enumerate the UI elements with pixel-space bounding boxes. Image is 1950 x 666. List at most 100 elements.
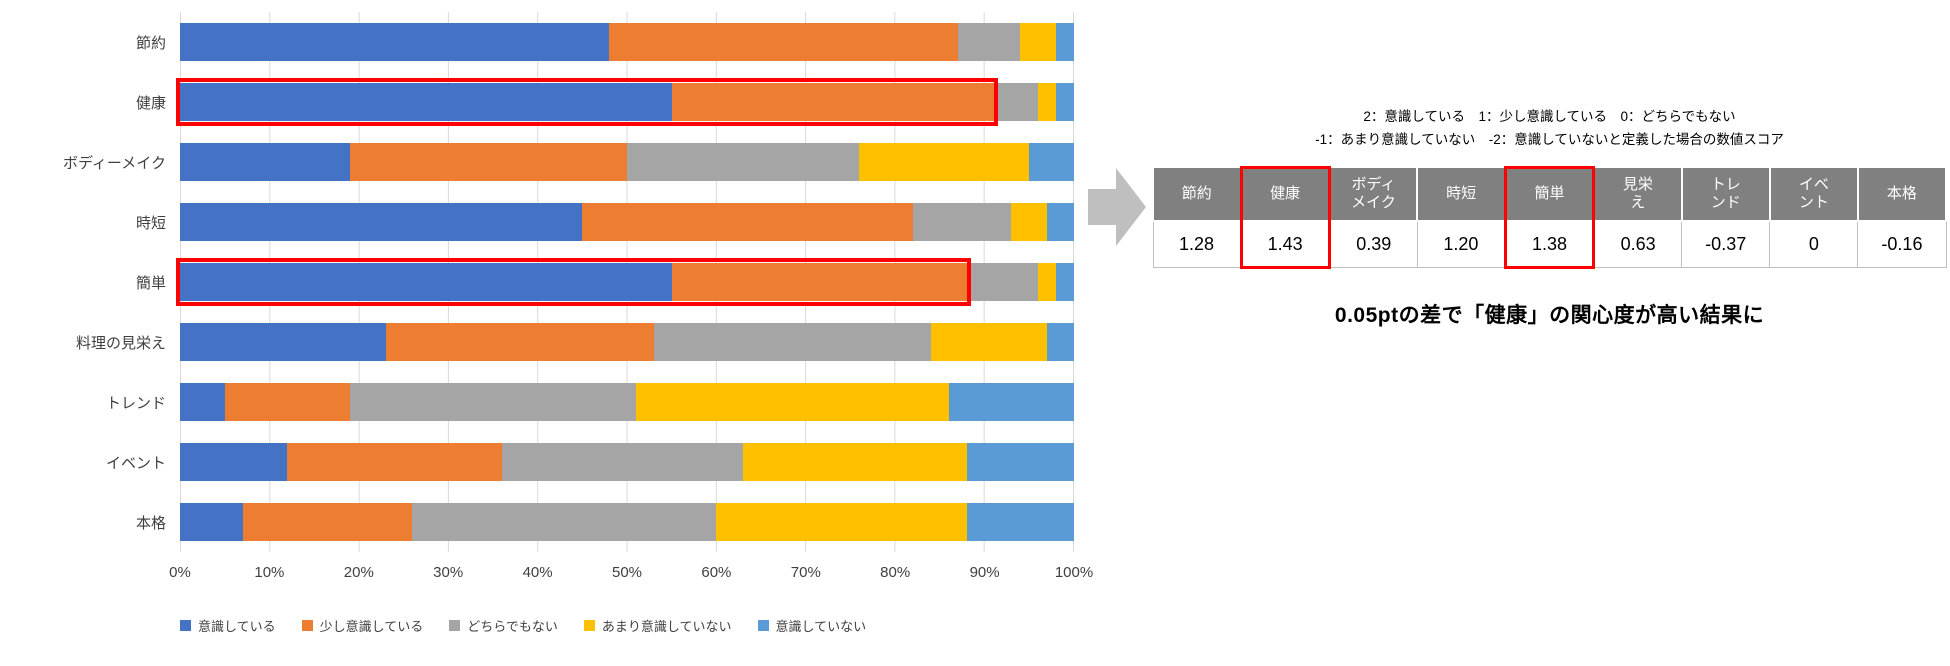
bar-segment: [242, 503, 413, 541]
x-axis-tick: 90%: [969, 564, 1000, 581]
table-header-cell: 節約: [1151, 166, 1243, 223]
bar-track: [180, 23, 1074, 61]
chart-row: イベント: [30, 432, 1090, 492]
category-label: 簡単: [135, 274, 166, 292]
bar-segment: [993, 83, 1039, 121]
bar-track: [180, 323, 1074, 361]
legend-item: 意識している: [180, 616, 276, 635]
bar-segment: [412, 503, 717, 541]
bar-segment: [966, 503, 1074, 541]
x-axis: 0% 10% 20% 30% 40% 50% 60% 70% 80% 90% 100%: [169, 560, 1093, 590]
bar-segment: [1056, 83, 1074, 121]
chart-row: 時短: [30, 192, 1090, 252]
category-label: トレンド: [105, 394, 166, 412]
x-axis-tick: 50%: [611, 564, 643, 581]
table-header-cell: 本格: [1856, 166, 1948, 223]
bar-segment: [859, 143, 1030, 181]
bar-segment: [349, 143, 627, 181]
score-definition-line2: -1：あまり意識していない -2：意識していないと定義した場合の数値スコア: [1315, 131, 1784, 147]
bar-track: [176, 258, 1074, 306]
bar-segment: [180, 383, 225, 421]
chart-row: トレンド: [30, 372, 1090, 432]
bar-segment: [180, 83, 672, 121]
x-axis-tick: 80%: [880, 564, 911, 581]
right-arrow-icon: [1088, 168, 1146, 246]
legend-swatch-icon: [301, 620, 313, 631]
chart-row: ボディーメイク: [30, 132, 1090, 192]
bar-segment: [1038, 83, 1057, 121]
bar-segment: [635, 383, 949, 421]
legend-label: どちらでもない: [467, 619, 558, 634]
chart-legend: 意識している 少し意識している どちらでもない あまり意識していない 意識していない: [180, 616, 1090, 635]
table-value-row: 1.28 1.43 0.39 1.20 1.38 0.63 -0.37 0 -0.16: [1152, 220, 1947, 269]
legend-item: どちらでもない: [449, 616, 558, 635]
bar-segment: [582, 203, 914, 241]
x-axis-tick: 100%: [1054, 564, 1094, 581]
table-value-cell: 1.38: [1503, 220, 1596, 269]
legend-item: あまり意識していない: [583, 616, 732, 635]
bar-track: [180, 383, 1074, 421]
x-axis-tick: 20%: [343, 564, 374, 581]
score-table: 節約 健康 ボディ メイク 時短 簡単 見栄 えトレ ンド イベ ント 本格 1.28 1.43 0…: [1151, 165, 1948, 269]
bar-segment: [948, 383, 1074, 421]
conclusion-text: 0.05ptの差で「健康」の関心度が高い結果に: [1334, 303, 1765, 327]
bar-segment: [180, 503, 243, 541]
x-axis-tick: 30%: [433, 564, 464, 581]
bar-track: [176, 78, 1074, 126]
table-header-row: 節約 健康 ボディ メイク 時短 簡単 見栄 えトレ ンド イベ ント 本格: [1151, 165, 1948, 223]
x-axis-tick: 40%: [522, 564, 553, 581]
stacked-bar-chart: 節約 健康 ボディーメイク 時短 簡単 料理の見栄え トレンド イベント 本格 0% 10% 20%…: [30, 12, 1093, 635]
legend-label: 少し意識している: [319, 619, 424, 634]
x-axis-tick: 70%: [790, 564, 821, 581]
chart-row: 料理の見栄え: [30, 312, 1090, 372]
legend-swatch-icon: [180, 620, 191, 631]
bar-segment: [913, 203, 1012, 241]
legend-item: 意識していない: [757, 616, 866, 635]
bar-segment: [626, 143, 860, 181]
category-label: イベント: [105, 454, 166, 472]
score-definition-note: 2：意識している 1：少し意識している 0：どちらでもない -1：あまり意識して…: [1152, 106, 1947, 152]
table-header-cell: ボディ メイク: [1328, 166, 1419, 223]
chart-row: 本格: [30, 492, 1090, 552]
bar-segment: [180, 143, 350, 181]
bar-segment: [609, 23, 958, 61]
table-header-cell: イベ ント: [1768, 166, 1859, 223]
bar-segment: [1056, 263, 1074, 301]
legend-swatch-icon: [757, 620, 769, 631]
bar-segment: [1038, 263, 1057, 301]
bar-segment: [1056, 23, 1074, 61]
bar-segment: [1011, 203, 1048, 241]
bar-segment: [287, 443, 502, 481]
bar-segment: [1029, 143, 1074, 181]
table-header-cell: 健康: [1239, 165, 1331, 223]
bar-track: [180, 443, 1074, 481]
table-value-cell: -0.37: [1681, 220, 1771, 268]
table-value-cell: 1.20: [1416, 220, 1506, 268]
bar-segment: [180, 23, 610, 61]
bar-segment: [966, 443, 1074, 481]
legend-label: あまり意識していない: [601, 619, 732, 634]
x-axis-tick: 0%: [169, 564, 191, 581]
legend-item: 少し意識している: [301, 616, 424, 635]
arrow-stem: [1088, 189, 1116, 225]
table-header-cell: 簡単: [1503, 165, 1596, 223]
bar-segment: [653, 323, 931, 361]
chart-row: 健康: [30, 72, 1090, 132]
arrow-head: [1116, 168, 1146, 246]
table-value-cell: 1.28: [1152, 220, 1242, 268]
table-value-cell: -0.16: [1857, 220, 1947, 268]
bar-segment: [957, 23, 1021, 61]
bar-segment: [501, 443, 744, 481]
table-header-cell: 見栄 え: [1592, 166, 1683, 223]
bar-track: [180, 143, 1074, 181]
bar-segment: [180, 263, 672, 301]
bar-segment: [180, 443, 288, 481]
legend-label: 意識している: [198, 619, 276, 634]
bar-track: [180, 503, 1074, 541]
bar-segment: [966, 263, 1039, 301]
bar-segment: [385, 323, 654, 361]
score-panel: 2：意識している 1：少し意識している 0：どちらでもない -1：あまり意識して…: [1151, 0, 1948, 329]
table-header-cell: 時短: [1416, 166, 1507, 223]
table-value-cell: 0: [1769, 220, 1859, 268]
